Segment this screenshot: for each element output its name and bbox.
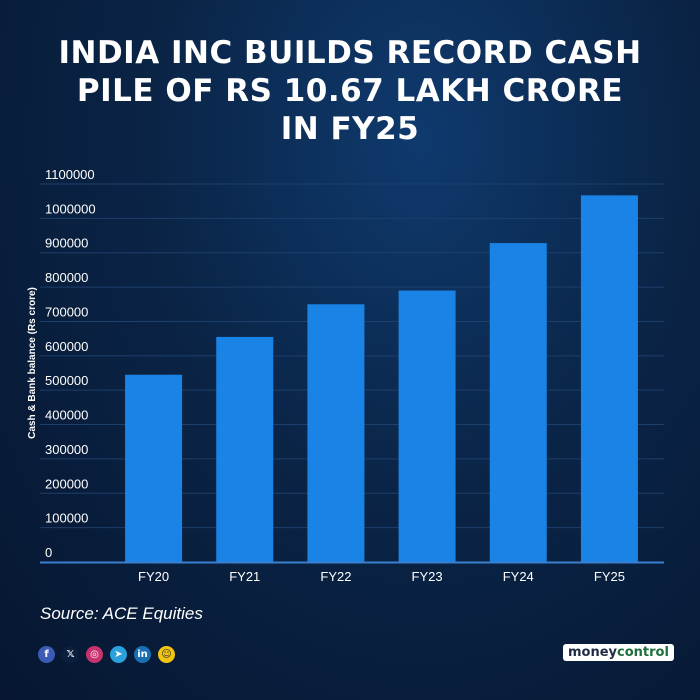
x-icon[interactable]: 𝕏	[62, 646, 79, 663]
y-axis-label: Cash & Bank balance (Rs crore)	[27, 287, 38, 439]
instagram-icon[interactable]: ◎	[86, 646, 103, 663]
y-tick-label: 200000	[45, 476, 88, 491]
x-tick-label: FY23	[412, 569, 443, 584]
bar	[398, 290, 456, 562]
y-tick-label: 500000	[45, 373, 88, 388]
y-tick-label: 600000	[45, 339, 88, 354]
y-tick-label: 700000	[45, 304, 88, 319]
snapchat-icon[interactable]: ☺	[158, 646, 175, 663]
bar	[125, 374, 183, 562]
telegram-icon[interactable]: ➤	[110, 646, 127, 663]
x-tick-label: FY22	[320, 569, 351, 584]
y-tick-label: 400000	[45, 408, 88, 423]
title-line: IN FY25	[280, 111, 420, 147]
bar	[489, 243, 547, 562]
facebook-icon[interactable]: f	[38, 646, 55, 663]
x-tick-label: FY24	[503, 569, 534, 584]
title-line: PILE OF RS 10.67 LAKH CRORE	[76, 73, 624, 109]
moneycontrol-logo: moneycontrol	[563, 644, 674, 661]
x-tick-label: FY25	[594, 569, 625, 584]
y-tick-label: 1100000	[45, 167, 95, 182]
y-tick-label: 900000	[45, 236, 88, 251]
y-tick-label: 1000000	[45, 201, 96, 216]
y-tick-label: 300000	[45, 442, 88, 457]
y-tick-label: 100000	[45, 511, 88, 526]
x-tick-label: FY21	[229, 569, 260, 584]
title-line: INDIA INC BUILDS RECORD CASH	[58, 35, 642, 71]
bar	[580, 195, 638, 562]
linkedin-icon[interactable]: in	[134, 646, 151, 663]
chart-title: INDIA INC BUILDS RECORD CASH PILE OF RS …	[0, 34, 700, 148]
bar	[307, 304, 365, 562]
y-tick-label: 0	[45, 545, 52, 560]
bar	[216, 336, 274, 562]
y-tick-label: 800000	[45, 270, 88, 285]
source-note: Source: ACE Equities	[40, 604, 203, 623]
x-tick-label: FY20	[138, 569, 169, 584]
social-links: f 𝕏 ◎ ➤ in ☺	[38, 646, 175, 663]
